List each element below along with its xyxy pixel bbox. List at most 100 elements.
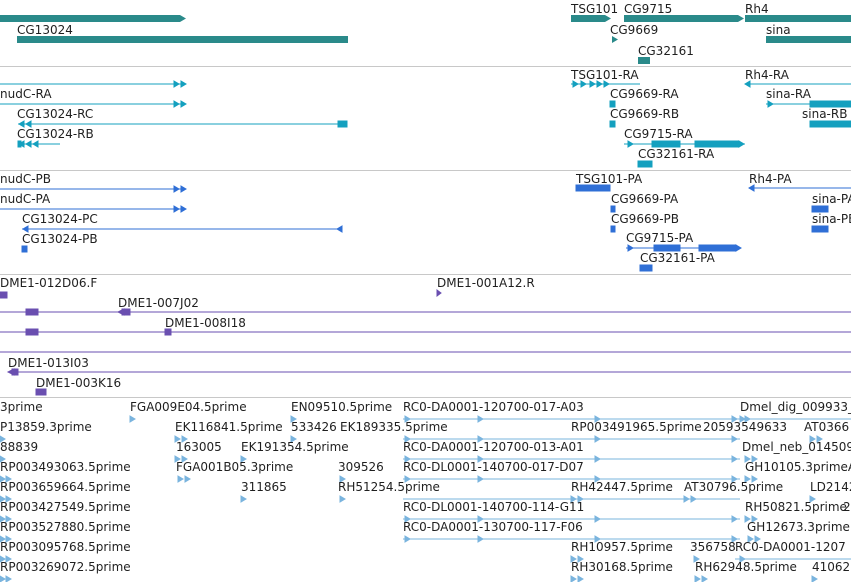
- est-label: LD2142: [810, 480, 851, 494]
- est-label: 20593549633: [703, 420, 787, 434]
- gene-feature[interactable]: [605, 15, 611, 22]
- est-label: EK191354.5prime: [241, 440, 349, 454]
- track-clones: DME1-012D06.F DME1-001A12.R DME1-007J02 …: [0, 275, 851, 397]
- proteins-features: [0, 184, 851, 272]
- est-label: RP003493063.5prime: [0, 460, 131, 474]
- genes-features: [0, 15, 851, 64]
- est-label: RH50821.5prime: [745, 500, 847, 514]
- est-label: EK116841.5prime: [175, 420, 283, 434]
- gene-feature[interactable]: [638, 57, 650, 64]
- gene-feature[interactable]: [0, 15, 180, 22]
- track-ests: 3prime FGA009E04.5prime EN09510.5prime R…: [0, 398, 851, 582]
- clone-label: DME1-003K16: [36, 376, 122, 390]
- transcript-label: CG9715-RA: [624, 127, 693, 141]
- protein-label: Rh4-PA: [749, 172, 792, 186]
- est-label: RC0-DA0001-120700-013-A01: [403, 440, 584, 454]
- clone-label: DME1-012D06.F: [0, 276, 98, 290]
- gene-label: CG13024: [17, 23, 73, 37]
- est-label: RH51254.5prime: [338, 480, 440, 494]
- est-label: 163005: [176, 440, 222, 454]
- est-label: RC0-DA0001-120700-017-A03: [403, 400, 584, 414]
- est-label: 533426: [291, 420, 337, 434]
- gene-label: Rh4: [745, 2, 769, 16]
- transcript-label: TSG101-RA: [571, 68, 639, 82]
- est-label: RP003527880.5prime: [0, 520, 131, 534]
- transcript-label: CG9669-RA: [610, 87, 679, 101]
- est-label: RH10957.5prime: [571, 540, 673, 554]
- gene-feature[interactable]: [571, 15, 605, 22]
- gene-label: TSG101: [571, 2, 619, 16]
- gene-label: CG9669: [610, 23, 659, 37]
- est-label: RP003095768.5prime: [0, 540, 131, 554]
- est-label: 88839: [0, 440, 39, 454]
- est-label: Dmel_neb_014509: [742, 440, 851, 454]
- protein-label: CG9715-PA: [626, 231, 694, 245]
- est-label: 311865: [241, 480, 287, 494]
- gene-feature[interactable]: [624, 15, 738, 22]
- est-label: EN09510.5prime: [291, 400, 393, 414]
- protein-label: sina-PA: [812, 192, 851, 206]
- track-separator: [0, 274, 851, 275]
- clone-label: DME1-007J02: [118, 296, 199, 310]
- est-label: RC0-DA0001-1207: [735, 540, 846, 554]
- est-label: Dmel_dig_009933_: [740, 400, 851, 414]
- clones-features: [0, 289, 851, 396]
- est-label: RC0-DL0001-140700-114-G11: [403, 500, 585, 514]
- est-label: 356758: [690, 540, 736, 554]
- est-label: 3prime: [0, 400, 43, 414]
- protein-label: CG13024-PB: [22, 232, 98, 246]
- protein-label: nudC-PB: [0, 172, 52, 186]
- est-label: 41062: [812, 560, 851, 574]
- protein-label: CG13024-PC: [22, 212, 98, 226]
- track-transcripts: nudC-RA CG13024-RC CG13024-RB TSG101-RA …: [0, 67, 851, 170]
- est-label: 309526: [338, 460, 384, 474]
- est-label: AT0366: [804, 420, 850, 434]
- transcript-label: sina-RB: [802, 107, 848, 121]
- clone-label: DME1-008I18: [165, 316, 246, 330]
- transcript-label: CG13024-RC: [17, 107, 94, 121]
- transcripts-features: [0, 80, 851, 168]
- track-proteins: nudC-PB nudC-PA CG13024-PC CG13024-PB TS…: [0, 171, 851, 274]
- clone-label: DME1-001A12.R: [437, 276, 535, 290]
- est-label: EK189335.5prime: [340, 420, 448, 434]
- transcript-label: sina-RA: [766, 87, 811, 101]
- transcript-label: CG9669-RB: [610, 107, 680, 121]
- est-label: FGA009E04.5prime: [130, 400, 247, 414]
- gene-label: CG32161: [638, 44, 694, 58]
- gene-label: sina: [766, 23, 791, 37]
- gene-feature[interactable]: [17, 36, 348, 43]
- gene-feature[interactable]: [738, 15, 744, 22]
- est-label: RP003659664.5prime: [0, 480, 131, 494]
- gene-feature[interactable]: [766, 36, 851, 43]
- transcript-label: Rh4-RA: [745, 68, 789, 82]
- est-label: GH12673.3prime: [747, 520, 850, 534]
- est-label: P13859.3prime: [0, 420, 92, 434]
- track-separator: [0, 397, 851, 398]
- est-label: RC0-DL0001-140700-017-D07: [403, 460, 584, 474]
- protein-label: sina-PB: [812, 212, 851, 226]
- protein-label: CG32161-PA: [640, 251, 715, 265]
- est-label: 2: [843, 500, 851, 514]
- protein-label: TSG101-PA: [576, 172, 643, 186]
- est-label: AT30796.5prime: [684, 480, 784, 494]
- gene-feature[interactable]: [180, 15, 186, 22]
- track-separator: [0, 170, 851, 171]
- est-label: RC0-DA0001-130700-117-F06: [403, 520, 583, 534]
- est-label: GH10105.3primeA: [745, 460, 851, 474]
- transcript-label: CG32161-RA: [638, 147, 715, 161]
- protein-label: nudC-PA: [0, 192, 51, 206]
- gene-label: CG9715: [624, 2, 673, 16]
- gene-feature[interactable]: [745, 15, 851, 22]
- est-label: RP003269072.5prime: [0, 560, 131, 574]
- clone-label: DME1-013I03: [8, 356, 89, 370]
- track-separator: [0, 66, 851, 67]
- protein-label: CG9669-PA: [611, 192, 679, 206]
- transcript-label: CG13024-RB: [17, 127, 94, 141]
- track-genes: CG13024 TSG101 CG9715 Rh4 CG9669 sina CG…: [0, 0, 851, 66]
- est-label: FGA001B05.3prime: [176, 460, 294, 474]
- gene-feature[interactable]: [612, 36, 618, 43]
- est-label: RP003491965.5prime: [571, 420, 702, 434]
- est-label: RP003427549.5prime: [0, 500, 131, 514]
- est-label: RH30168.5prime: [571, 560, 673, 574]
